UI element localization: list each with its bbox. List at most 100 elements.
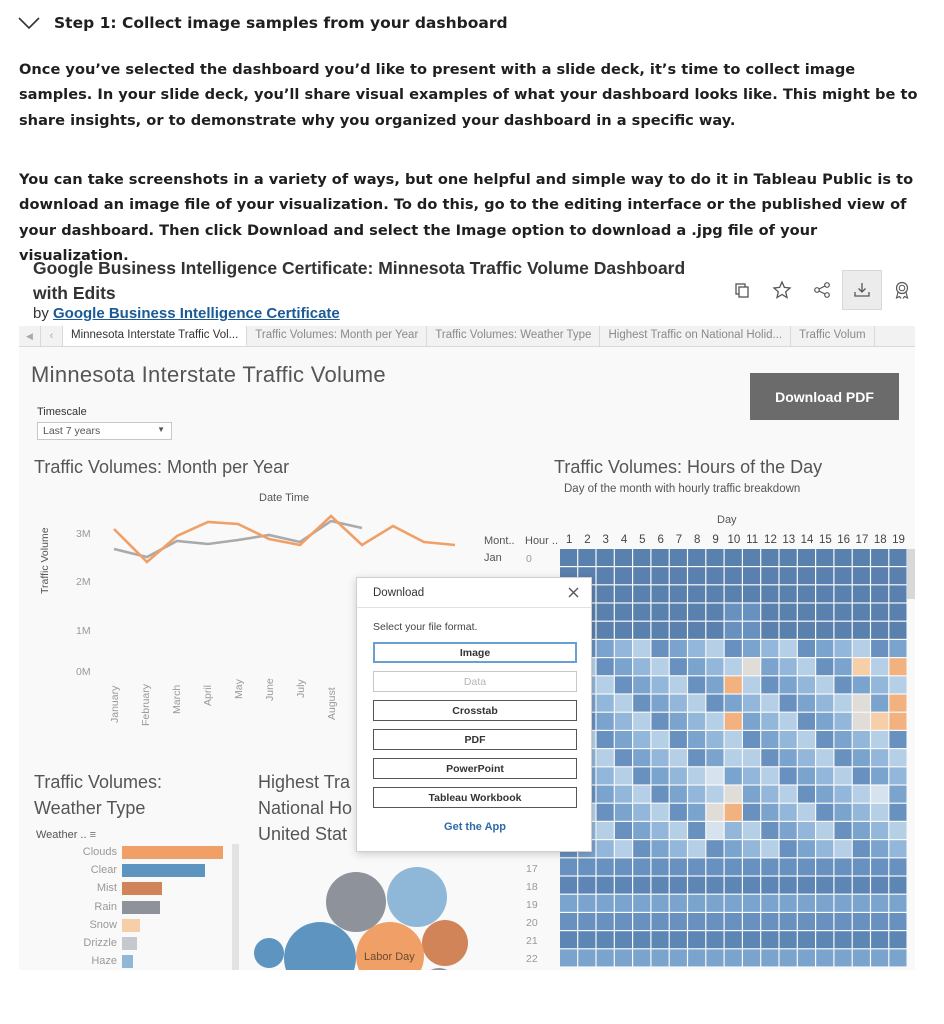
download-icon [854, 283, 870, 297]
weather-bar [122, 955, 133, 969]
data-option-button[interactable]: Data [373, 671, 577, 692]
heatmap-cell [852, 621, 870, 639]
heatmap-cell [816, 549, 834, 566]
heatmap-cell [560, 931, 578, 949]
month-label: February [140, 683, 152, 726]
heatmap-cell [834, 603, 852, 621]
heatmap-cell [797, 894, 815, 912]
heatmap-cell [560, 894, 578, 912]
heatmap-cell [852, 694, 870, 712]
download-button[interactable] [842, 270, 882, 310]
series-line-grey [113, 519, 363, 559]
close-icon[interactable] [568, 587, 579, 598]
heatmap-cell [724, 621, 742, 639]
heatmap-cell [761, 749, 779, 767]
download-pdf-button[interactable]: Download PDF [750, 373, 899, 420]
heatmap-cell [651, 640, 669, 657]
heatmap-cell [779, 949, 797, 967]
step-header[interactable]: Step 1: Collect image samples from your … [18, 14, 508, 32]
heatmap-cell [761, 822, 779, 839]
heatmap-cell [761, 767, 779, 785]
weather-scrollbar[interactable] [232, 844, 239, 970]
heatmap-cell [614, 712, 632, 730]
award-button[interactable] [882, 270, 922, 310]
heatmap-cell [816, 731, 834, 748]
heatmap-cell [889, 731, 907, 748]
tab-dashboard[interactable]: Minnesota Interstate Traffic Vol... [63, 326, 248, 346]
timescale-select[interactable]: Last 7 years ▼ [37, 422, 172, 440]
heatmap-cell [871, 785, 889, 803]
author-link[interactable]: Google Business Intelligence Certificate [53, 305, 340, 322]
tableau-workbook-option-button[interactable]: Tableau Workbook [373, 787, 577, 808]
heatmap-cell [834, 694, 852, 712]
heatmap-cell [651, 749, 669, 767]
heatmap-cell [669, 749, 687, 767]
heatmap-cell [797, 840, 815, 858]
heatmap-cell [669, 949, 687, 967]
chevron-down-icon [18, 17, 40, 30]
heatmap-cell [779, 803, 797, 821]
heatmap-cell [614, 640, 632, 657]
heatmap-cell [651, 621, 669, 639]
image-option-button[interactable]: Image [373, 642, 577, 663]
heatmap-cell [816, 767, 834, 785]
get-the-app-link[interactable]: Get the App [444, 821, 506, 833]
heatmap-cell [871, 876, 889, 894]
weather-header[interactable]: Weather .. ≡ [36, 829, 96, 841]
tab-weather-type[interactable]: Traffic Volumes: Weather Type [427, 326, 601, 346]
heatmap-cell [614, 894, 632, 912]
heatmap-cell [816, 803, 834, 821]
share-icon [814, 282, 830, 298]
heatmap-day-header: 1 2 3 4 5 6 7 8 9 10 11 12 13 14 15 16 17 18 19 [560, 534, 915, 550]
favorite-button[interactable] [762, 270, 802, 310]
heatmap-cell [852, 803, 870, 821]
heatmap-cell [560, 858, 578, 876]
heatmap-cell [614, 931, 632, 949]
tab-first-icon[interactable]: ◀ [19, 326, 41, 346]
month-label: August [326, 687, 338, 720]
weather-category-label: Rain [94, 900, 117, 913]
weather-bar [122, 937, 137, 950]
heatmap-cell [688, 840, 706, 858]
heatmap-cell [614, 549, 632, 566]
heatmap-cell [596, 712, 614, 730]
weather-bar [122, 846, 223, 859]
weather-header-label: Weather .. [36, 829, 87, 841]
bubble [356, 922, 424, 970]
heatmap-cell [596, 731, 614, 748]
pdf-option-button[interactable]: PDF [373, 729, 577, 750]
powerpoint-option-button[interactable]: PowerPoint [373, 758, 577, 779]
heatmap-cell [852, 567, 870, 585]
heatmap-cell [779, 603, 797, 621]
tab-prev-icon[interactable]: ‹ [41, 326, 63, 346]
heatmap-cell [761, 567, 779, 585]
heatmap-cell [761, 949, 779, 967]
tab-month-per-year[interactable]: Traffic Volumes: Month per Year [247, 326, 428, 346]
crosstab-option-button[interactable]: Crosstab [373, 700, 577, 721]
sort-icon[interactable]: ≡ [89, 829, 97, 841]
heatmap-cell [651, 549, 669, 566]
heatmap-cell [816, 621, 834, 639]
heatmap-cell [596, 549, 614, 566]
tab-hours-of-day[interactable]: Traffic Volum [791, 326, 875, 346]
heatmap-cell [852, 785, 870, 803]
heatmap-day-label: 2 [584, 534, 591, 546]
heatmap-cell [633, 658, 651, 676]
heatmap-cell [834, 876, 852, 894]
tab-national-holidays[interactable]: Highest Traffic on National Holid... [600, 326, 792, 346]
heatmap-cell [651, 949, 669, 967]
share-button[interactable] [802, 270, 842, 310]
instruction-paragraph: You can take screenshots in a variety of… [19, 171, 914, 264]
heatmap-cell [834, 949, 852, 967]
heatmap-day-label: Day [717, 514, 737, 526]
heatmap-cell [706, 840, 724, 858]
heatmap-cell [633, 676, 651, 694]
heatmap-cell [578, 549, 596, 566]
copy-icon [735, 283, 749, 298]
heatmap-scrollbar[interactable] [907, 549, 915, 599]
copy-button[interactable] [722, 270, 762, 310]
heatmap-cell [633, 640, 651, 657]
heatmap-cell [724, 913, 742, 930]
heatmap-cell [816, 712, 834, 730]
holiday-title-line3: United Stat [258, 824, 348, 844]
